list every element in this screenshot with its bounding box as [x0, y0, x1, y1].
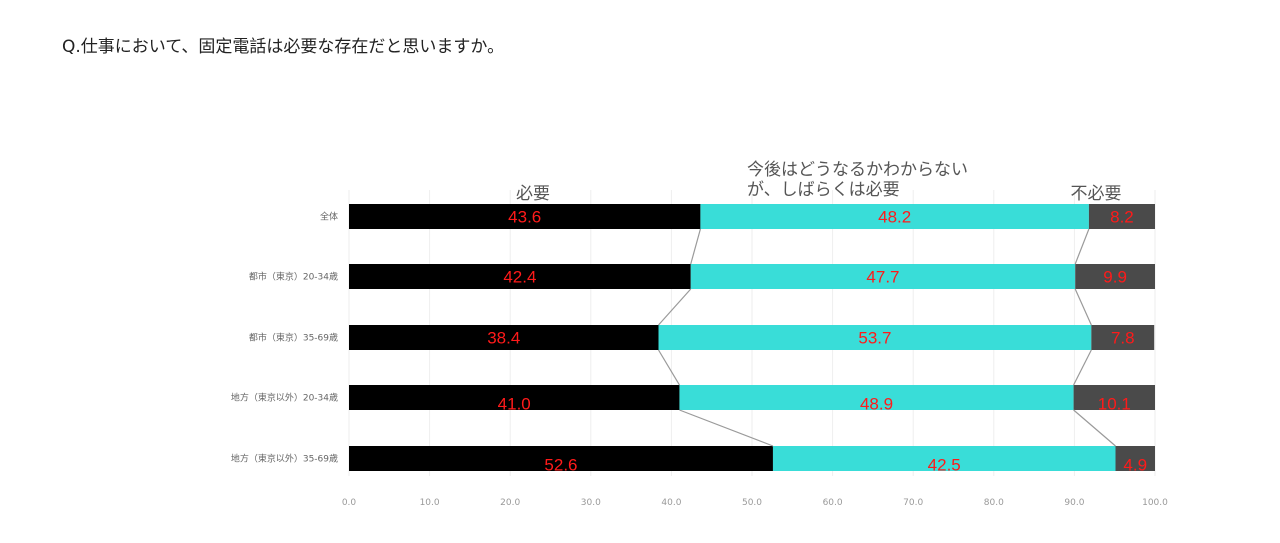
- bar-segment: [679, 385, 1074, 410]
- data-label: 38.4: [487, 329, 520, 348]
- data-label: 42.4: [503, 268, 536, 287]
- bar-segment: [1115, 446, 1155, 471]
- bar-segment: [349, 446, 773, 471]
- bar-segment: [1091, 325, 1155, 350]
- legend-label: 不必要: [1071, 184, 1122, 204]
- legend-label: が、しばらくは必要: [747, 180, 900, 200]
- bar-segment: [1075, 264, 1155, 289]
- data-label: 7.8: [1111, 329, 1135, 348]
- category-label: 地方（東京以外）20-34歳: [231, 392, 338, 404]
- category-label: 地方（東京以外）35-69歳: [231, 453, 338, 465]
- x-tick-label: 60.0: [823, 498, 843, 508]
- bar-segment: [1073, 385, 1155, 410]
- x-tick-label: 100.0: [1142, 498, 1168, 508]
- connector-line: [1074, 288, 1092, 326]
- bar-segment: [349, 204, 701, 229]
- x-tick-label: 40.0: [661, 498, 681, 508]
- bar-segment: [349, 385, 680, 410]
- x-tick-label: 0.0: [342, 498, 357, 508]
- data-label: 48.2: [878, 208, 911, 227]
- connector-line: [657, 349, 680, 386]
- bar-segment: [658, 325, 1092, 350]
- data-label: 9.9: [1103, 268, 1127, 287]
- legend-label: 今後はどうなるかわからない: [747, 160, 968, 180]
- legend-label: 必要: [516, 184, 550, 204]
- connector-line: [690, 228, 701, 265]
- data-label: 8.2: [1110, 208, 1134, 227]
- bar-segment: [772, 446, 1116, 471]
- data-label: 47.7: [866, 268, 899, 287]
- question-title: Q.仕事において、固定電話は必要な存在だと思いますか。: [62, 37, 505, 57]
- x-tick-label: 90.0: [1064, 498, 1084, 508]
- category-label: 都市（東京）35-69歳: [249, 332, 338, 344]
- category-label: 全体: [320, 211, 338, 223]
- x-tick-label: 50.0: [742, 498, 762, 508]
- x-tick-label: 20.0: [500, 498, 520, 508]
- bar-segment: [700, 204, 1089, 229]
- connector-line: [679, 409, 774, 447]
- data-label: 48.9: [860, 395, 893, 414]
- data-label: 10.1: [1098, 395, 1131, 414]
- bar-segment: [1088, 204, 1155, 229]
- bar-segment: [349, 264, 691, 289]
- data-label: 4.9: [1123, 456, 1147, 475]
- data-label: 41.0: [498, 395, 531, 414]
- connector-line: [1073, 349, 1092, 386]
- data-label: 53.7: [858, 329, 891, 348]
- connector-line: [1074, 228, 1090, 265]
- bar-segment: [349, 325, 659, 350]
- data-label: 52.6: [544, 456, 577, 475]
- data-label: 42.5: [928, 456, 961, 475]
- connector-line: [658, 288, 692, 326]
- bar-segment: [690, 264, 1076, 289]
- x-tick-label: 30.0: [581, 498, 601, 508]
- connector-line: [1073, 409, 1116, 447]
- x-tick-label: 10.0: [420, 498, 440, 508]
- category-label: 都市（東京）20-34歳: [249, 271, 338, 283]
- data-label: 43.6: [508, 208, 541, 227]
- x-tick-label: 80.0: [984, 498, 1004, 508]
- x-tick-label: 70.0: [903, 498, 923, 508]
